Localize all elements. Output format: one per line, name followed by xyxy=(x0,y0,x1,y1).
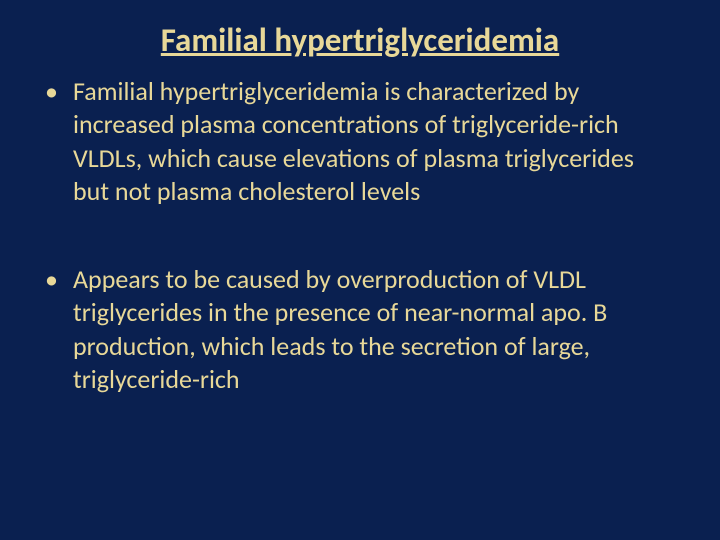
bullet-item: Appears to be caused by overproduction o… xyxy=(45,263,675,396)
bullet-item: Familial hypertriglyceridemia is charact… xyxy=(45,75,675,208)
bullet-list: Familial hypertriglyceridemia is charact… xyxy=(45,75,675,396)
slide-title: Familial hypertriglyceridemia xyxy=(45,20,675,60)
